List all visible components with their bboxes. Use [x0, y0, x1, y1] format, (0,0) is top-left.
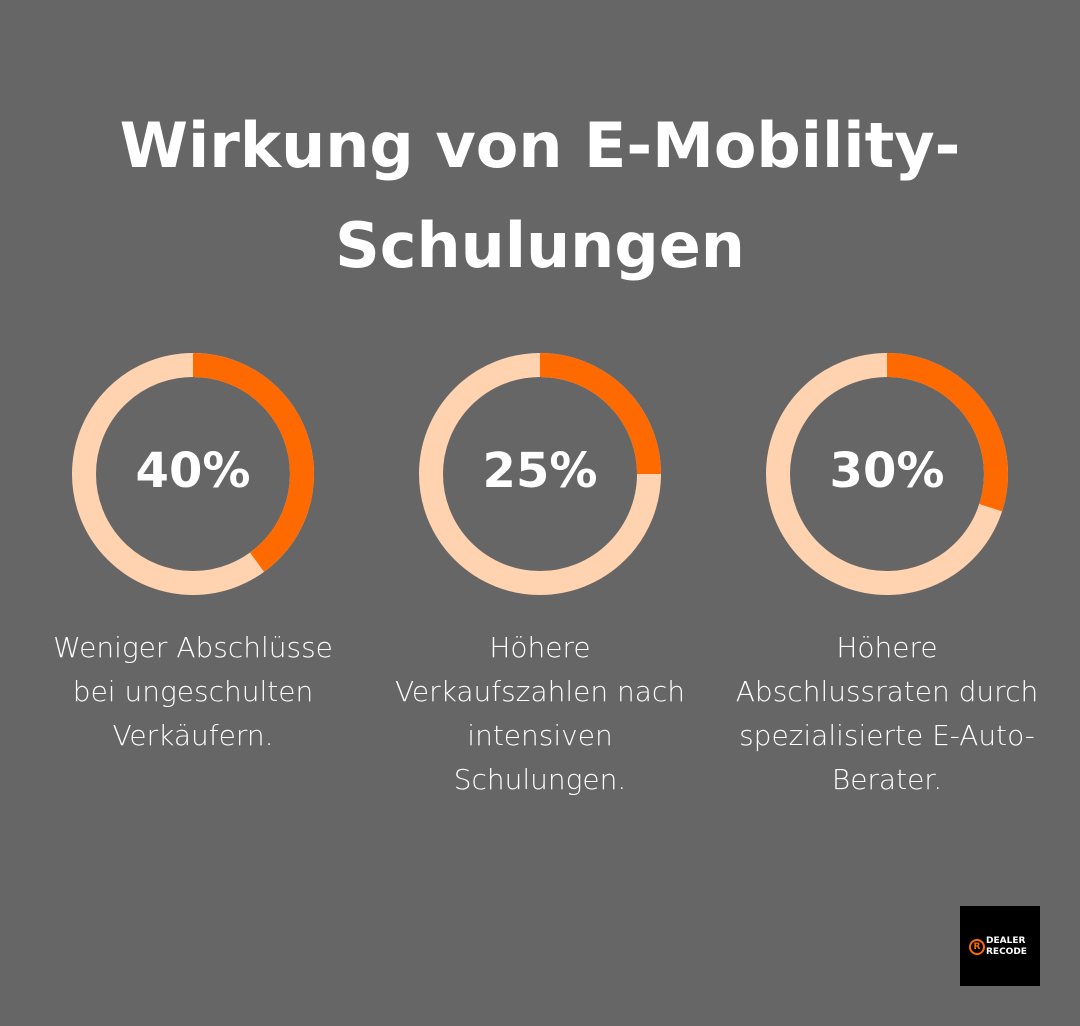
caption: Weniger Abschlüsse bei ungeschulten Verk… [53, 631, 333, 752]
value-label: 25% [483, 443, 598, 499]
value-label: 30% [830, 443, 945, 499]
donut-arc [886, 353, 1008, 512]
caption: Höhere Verkaufszahlen nach intensiven Sc… [394, 631, 686, 796]
logo: R DEALER RECODE [960, 906, 1040, 986]
donut-arc [192, 353, 314, 572]
title-line: Wirkung von E-Mobility- [119, 109, 961, 182]
logo-line: DEALER [986, 936, 1026, 946]
title-line: Schulungen [335, 209, 745, 282]
title: Wirkung von E-Mobility- Schulungen [0, 96, 1080, 296]
logo-text: DEALER RECODE [986, 936, 1027, 958]
value-label: 40% [136, 443, 251, 499]
caption: Höhere Abschlussraten durch spezialisier… [735, 631, 1039, 796]
logo-line: RECODE [986, 947, 1027, 957]
donut-arc [539, 353, 661, 475]
logo-mark: R [969, 939, 985, 955]
